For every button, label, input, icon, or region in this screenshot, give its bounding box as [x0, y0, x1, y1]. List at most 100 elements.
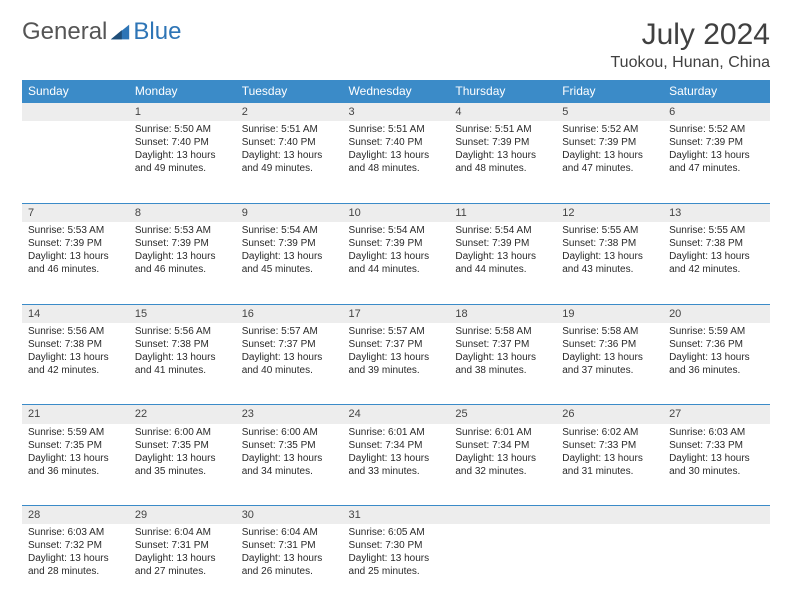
day-cell: Sunrise: 6:01 AMSunset: 7:34 PMDaylight:…: [343, 424, 450, 506]
sunset-line: Sunset: 7:38 PM: [135, 338, 230, 351]
sunrise-line: Sunrise: 5:58 AM: [562, 325, 657, 338]
sunrise-line: Sunrise: 5:54 AM: [455, 224, 550, 237]
sunset-line: Sunset: 7:38 PM: [669, 237, 764, 250]
day-number: 26: [556, 405, 663, 424]
daylight-line: Daylight: 13 hours and 40 minutes.: [242, 351, 337, 377]
sunset-line: Sunset: 7:40 PM: [135, 136, 230, 149]
daylight-line: Daylight: 13 hours and 38 minutes.: [455, 351, 550, 377]
day-cell: Sunrise: 5:51 AMSunset: 7:39 PMDaylight:…: [449, 121, 556, 203]
daylight-line: Daylight: 13 hours and 42 minutes.: [669, 250, 764, 276]
day-cell: Sunrise: 6:00 AMSunset: 7:35 PMDaylight:…: [236, 424, 343, 506]
daylight-line: Daylight: 13 hours and 31 minutes.: [562, 452, 657, 478]
daylight-line: Daylight: 13 hours and 44 minutes.: [455, 250, 550, 276]
sunset-line: Sunset: 7:35 PM: [135, 439, 230, 452]
sunset-line: Sunset: 7:39 PM: [455, 136, 550, 149]
day-number: 3: [343, 103, 450, 122]
sunrise-line: Sunrise: 5:56 AM: [28, 325, 123, 338]
daylight-line: Daylight: 13 hours and 26 minutes.: [242, 552, 337, 578]
daylight-line: Daylight: 13 hours and 36 minutes.: [669, 351, 764, 377]
sunset-line: Sunset: 7:34 PM: [349, 439, 444, 452]
sunset-line: Sunset: 7:40 PM: [349, 136, 444, 149]
sunrise-line: Sunrise: 5:58 AM: [455, 325, 550, 338]
day-number: 13: [663, 203, 770, 222]
daylight-line: Daylight: 13 hours and 43 minutes.: [562, 250, 657, 276]
day-number: 1: [129, 103, 236, 122]
day-cell: Sunrise: 6:03 AMSunset: 7:32 PMDaylight:…: [22, 524, 129, 606]
daylight-line: Daylight: 13 hours and 27 minutes.: [135, 552, 230, 578]
weekday-header: Tuesday: [236, 80, 343, 103]
daylight-line: Daylight: 13 hours and 49 minutes.: [135, 149, 230, 175]
day-cell: [449, 524, 556, 606]
day-cell: Sunrise: 6:00 AMSunset: 7:35 PMDaylight:…: [129, 424, 236, 506]
day-number-row: 78910111213: [22, 203, 770, 222]
day-number-row: 123456: [22, 103, 770, 122]
day-content-row: Sunrise: 5:50 AMSunset: 7:40 PMDaylight:…: [22, 121, 770, 203]
daylight-line: Daylight: 13 hours and 47 minutes.: [562, 149, 657, 175]
daylight-line: Daylight: 13 hours and 44 minutes.: [349, 250, 444, 276]
day-number: 16: [236, 304, 343, 323]
sunset-line: Sunset: 7:37 PM: [242, 338, 337, 351]
sunset-line: Sunset: 7:39 PM: [349, 237, 444, 250]
month-title: July 2024: [610, 18, 770, 52]
sunset-line: Sunset: 7:39 PM: [562, 136, 657, 149]
daylight-line: Daylight: 13 hours and 33 minutes.: [349, 452, 444, 478]
sunset-line: Sunset: 7:32 PM: [28, 539, 123, 552]
sunrise-line: Sunrise: 6:05 AM: [349, 526, 444, 539]
day-cell: Sunrise: 6:01 AMSunset: 7:34 PMDaylight:…: [449, 424, 556, 506]
day-cell: Sunrise: 5:54 AMSunset: 7:39 PMDaylight:…: [449, 222, 556, 304]
sunset-line: Sunset: 7:36 PM: [669, 338, 764, 351]
day-content-row: Sunrise: 5:56 AM Sunset: 7:38 PM Daylight:…: [22, 323, 770, 405]
day-number: 4: [449, 103, 556, 122]
day-number-row: 28293031: [22, 506, 770, 525]
location-subtitle: Tuokou, Hunan, China: [610, 54, 770, 72]
day-number: 20: [663, 304, 770, 323]
day-number: 9: [236, 203, 343, 222]
brand-part2: Blue: [133, 18, 181, 46]
day-cell: Sunrise: 5:58 AMSunset: 7:36 PMDaylight:…: [556, 323, 663, 405]
day-cell: Sunrise: 5:59 AMSunset: 7:36 PMDaylight:…: [663, 323, 770, 405]
day-number: 14: [22, 304, 129, 323]
sunset-line: Sunset: 7:35 PM: [28, 439, 123, 452]
day-cell: Sunrise: 5:51 AMSunset: 7:40 PMDaylight:…: [343, 121, 450, 203]
daylight-line: Daylight: 13 hours and 46 minutes.: [135, 250, 230, 276]
sunrise-line: Sunrise: 5:57 AM: [349, 325, 444, 338]
day-cell: Sunrise: 5:53 AMSunset: 7:39 PMDaylight:…: [129, 222, 236, 304]
day-number: 5: [556, 103, 663, 122]
sunrise-line: Sunrise: 5:53 AM: [28, 224, 123, 237]
sunset-line: Sunset: 7:34 PM: [455, 439, 550, 452]
sunset-line: Sunset: 7:33 PM: [562, 439, 657, 452]
brand-logo: General Blue: [22, 18, 181, 46]
day-number: 30: [236, 506, 343, 525]
day-number-row: 21222324252627: [22, 405, 770, 424]
day-cell: Sunrise: 5:58 AMSunset: 7:37 PMDaylight:…: [449, 323, 556, 405]
sunset-line: Sunset: 7:35 PM: [242, 439, 337, 452]
sunrise-line: Sunrise: 5:55 AM: [669, 224, 764, 237]
day-cell: [556, 524, 663, 606]
sunset-line: Sunset: 7:37 PM: [455, 338, 550, 351]
sunrise-line: Sunrise: 5:59 AM: [669, 325, 764, 338]
day-number: 15: [129, 304, 236, 323]
sunrise-line: Sunrise: 5:50 AM: [135, 123, 230, 136]
daylight-line: Daylight: 13 hours and 46 minutes.: [28, 250, 123, 276]
day-cell: Sunrise: 5:55 AMSunset: 7:38 PMDaylight:…: [556, 222, 663, 304]
sunrise-line: Sunrise: 5:53 AM: [135, 224, 230, 237]
day-cell: Sunrise: 5:56 AMSunset: 7:38 PMDaylight:…: [22, 323, 129, 405]
day-number: 12: [556, 203, 663, 222]
daylight-line: Daylight: 13 hours and 49 minutes.: [242, 149, 337, 175]
sunset-line: Sunset: 7:38 PM: [562, 237, 657, 250]
day-cell: Sunrise: 6:05 AMSunset: 7:30 PMDaylight:…: [343, 524, 450, 606]
day-number: 11: [449, 203, 556, 222]
sunrise-line: Sunrise: 6:00 AM: [135, 426, 230, 439]
daylight-line: Daylight: 13 hours and 48 minutes.: [349, 149, 444, 175]
day-number: 10: [343, 203, 450, 222]
day-number: 24: [343, 405, 450, 424]
weekday-header: Thursday: [449, 80, 556, 103]
sunset-line: Sunset: 7:31 PM: [135, 539, 230, 552]
daylight-line: Daylight: 13 hours and 45 minutes.: [242, 250, 337, 276]
sunset-line: Sunset: 7:40 PM: [242, 136, 337, 149]
daylight-line: Daylight: 13 hours and 25 minutes.: [349, 552, 444, 578]
sunset-line: Sunset: 7:33 PM: [669, 439, 764, 452]
sunrise-line: Sunrise: 6:00 AM: [242, 426, 337, 439]
day-number: [556, 506, 663, 525]
sunrise-line: Sunrise: 6:03 AM: [28, 526, 123, 539]
